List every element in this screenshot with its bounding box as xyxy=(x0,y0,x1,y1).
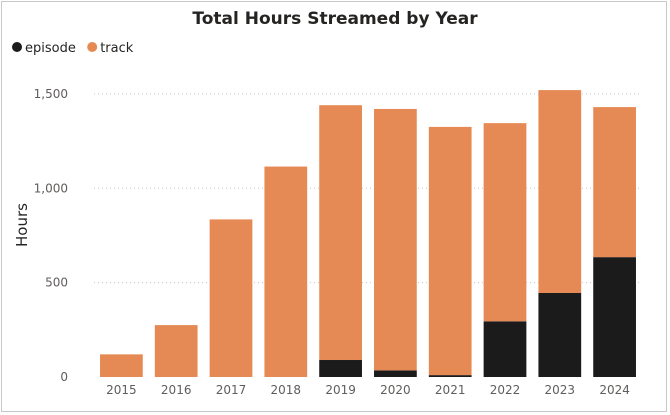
x-tick-label: 2019 xyxy=(325,383,356,397)
bar-track-2024 xyxy=(593,107,636,258)
bar-track-2022 xyxy=(483,123,527,322)
x-tick-label: 2020 xyxy=(380,383,411,397)
y-axis-ticks: 0 500 1,000 1,500 xyxy=(34,87,68,384)
bar-episode-2020 xyxy=(374,370,417,377)
x-axis-ticks: 2015 2016 2017 2018 2019 2020 2021 2022 2023 2024 xyxy=(106,383,630,397)
legend-label-track: track xyxy=(100,41,134,56)
bar-track-2020 xyxy=(374,108,417,371)
x-tick-label: 2016 xyxy=(161,383,192,397)
bars xyxy=(100,90,636,377)
bar-episode-2022 xyxy=(483,321,527,377)
y-tick-label: 1,500 xyxy=(34,87,68,101)
x-tick-label: 2024 xyxy=(599,383,630,397)
legend-label-episode: episode xyxy=(25,41,76,56)
x-tick-label: 2018 xyxy=(271,383,302,397)
bar-episode-2021 xyxy=(428,375,472,377)
y-tick-label: 0 xyxy=(60,370,68,384)
x-tick-label: 2017 xyxy=(216,383,247,397)
legend-marker-track xyxy=(87,42,98,52)
x-tick-label: 2021 xyxy=(435,383,466,397)
y-tick-label: 1,000 xyxy=(34,181,68,195)
bar-track-2021 xyxy=(428,126,472,376)
chart-title: Total Hours Streamed by Year xyxy=(192,9,478,29)
bar-track-2016 xyxy=(154,325,198,377)
bar-episode-2023 xyxy=(538,293,582,377)
legend-marker-episode xyxy=(12,42,22,52)
bar-episode-2019 xyxy=(319,360,362,377)
legend: episode track xyxy=(12,41,134,56)
y-tick-label: 500 xyxy=(45,276,68,290)
bar-track-2018 xyxy=(264,166,308,377)
x-tick-label: 2015 xyxy=(106,383,137,397)
bar-episode-2024 xyxy=(593,257,636,377)
y-axis-label: Hours xyxy=(13,203,31,247)
bar-track-2015 xyxy=(100,354,143,377)
x-tick-label: 2023 xyxy=(545,383,576,397)
bar-track-2023 xyxy=(538,90,582,294)
bar-track-2017 xyxy=(209,219,253,377)
x-tick-label: 2022 xyxy=(490,383,521,397)
bar-track-2019 xyxy=(319,105,362,361)
